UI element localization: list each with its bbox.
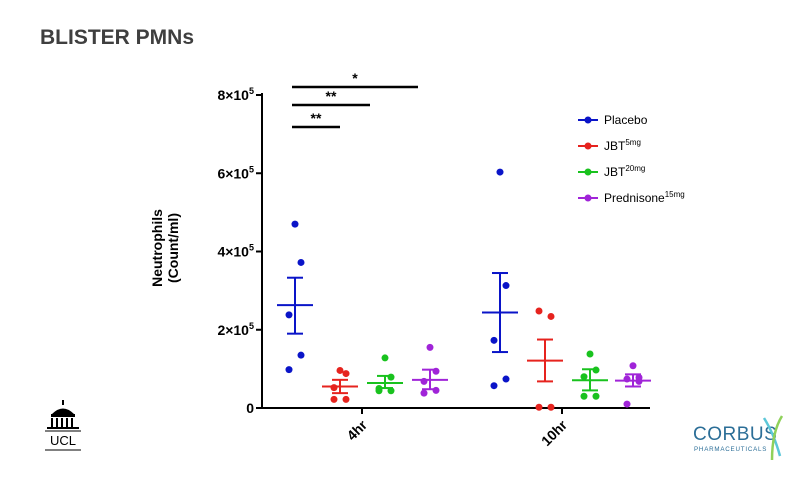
svg-text:PHARMACEUTICALS: PHARMACEUTICALS [694,446,767,453]
data-point [342,395,350,403]
svg-text:UCL: UCL [50,433,76,448]
data-point [291,220,299,228]
data-point [342,370,350,378]
x-tick-label: 4hr [343,416,370,443]
y-tick-label: 0 [246,400,254,416]
data-point [629,362,637,370]
y-tick-label: 8×105 [217,86,254,103]
legend-swatch-dot [584,194,592,202]
legend-label: JBT20mg [604,164,645,179]
data-point [420,389,428,397]
data-point [623,400,631,408]
legend-swatch-dot [584,116,592,124]
significance-label: * [352,70,358,86]
data-point [580,392,588,400]
data-point [547,312,555,320]
legend-label: Placebo [604,113,648,127]
x-tick-label: 10hr [538,416,571,449]
data-point [285,366,293,374]
data-point [502,375,510,383]
data-point [381,354,389,362]
data-point [330,395,338,403]
significance-label: ** [326,88,337,104]
data-point [490,336,498,344]
data-point [432,386,440,394]
significance-bars: ***** [292,70,418,129]
y-axis-label-line: Neutrophils [149,209,165,287]
data-point [426,343,434,351]
data-point [547,403,555,411]
data-point [490,382,498,390]
significance-label: ** [311,110,322,126]
svg-text:CORBUS: CORBUS [693,424,777,445]
data-point [580,373,588,381]
ucl-logo: UCL [45,400,81,451]
chart-axes: 0 2×105 4×105 6×105 8×105 4hr 10hr [217,86,650,449]
y-tick-label: 2×105 [217,321,254,338]
y-axis-label-line: (Count/ml) [165,213,181,283]
data-point [535,307,543,315]
data-point [336,366,344,374]
y-tick-label: 4×105 [217,243,254,260]
data-point [502,282,510,290]
y-axis-label: Neutrophils (Count/ml) [149,209,181,287]
data-point [592,392,600,400]
data-point [285,311,293,319]
chart-marks [277,168,651,411]
chart-legend: Placebo JBT5mg JBT20mg Prednisone15mg [578,113,685,205]
legend-label: JBT5mg [604,138,641,153]
data-point [586,350,594,358]
legend-swatch-dot [584,142,592,150]
data-point [297,258,305,266]
corbus-logo: CORBUS PHARMACEUTICALS [693,415,784,461]
data-point [387,373,395,381]
legend-label: Prednisone15mg [604,190,685,205]
legend-swatch-dot [584,168,592,176]
data-point [330,384,338,392]
data-point [496,168,504,176]
y-tick-label: 6×105 [217,164,254,181]
slide-title: BLISTER PMNs [40,26,195,49]
data-point [535,403,543,411]
data-point [297,351,305,359]
